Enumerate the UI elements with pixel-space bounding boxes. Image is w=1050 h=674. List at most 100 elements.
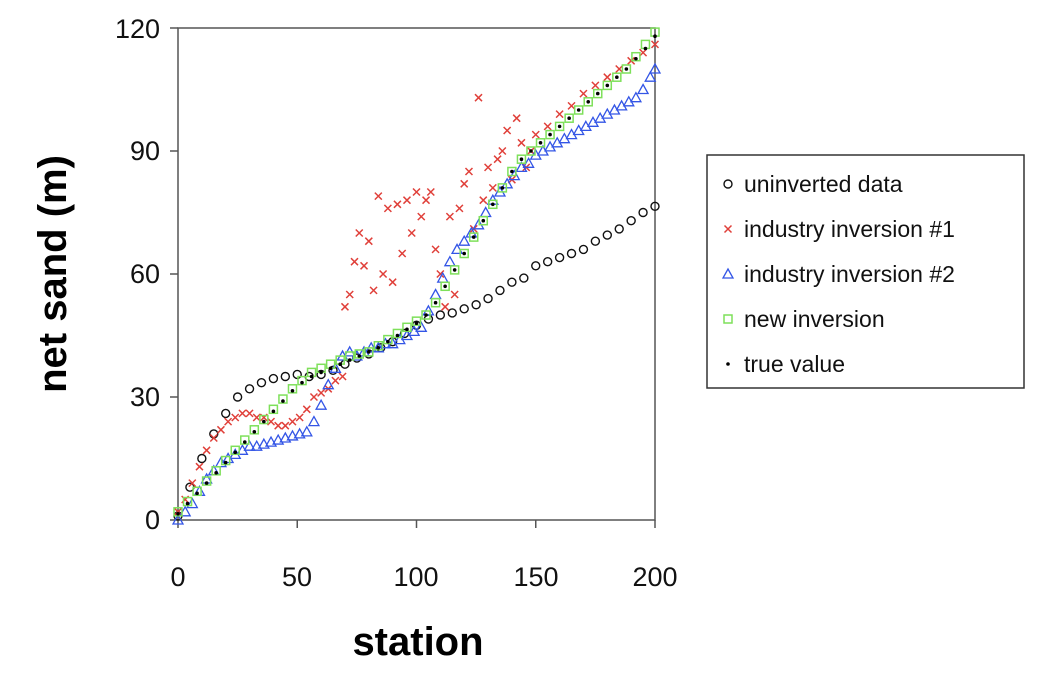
data-point bbox=[357, 354, 362, 358]
data-point bbox=[266, 417, 276, 426]
data-point bbox=[433, 300, 438, 305]
data-point bbox=[519, 273, 529, 283]
data-point bbox=[354, 349, 365, 359]
data-point bbox=[280, 371, 291, 382]
data-point bbox=[517, 138, 526, 147]
data-point bbox=[417, 212, 426, 221]
data-point bbox=[460, 179, 469, 188]
data-point bbox=[281, 399, 285, 403]
data-point bbox=[415, 320, 428, 332]
data-point bbox=[185, 501, 190, 506]
series-x-group bbox=[173, 40, 660, 516]
data-point bbox=[345, 290, 354, 299]
x-axis-title: station bbox=[352, 620, 483, 664]
data-point bbox=[462, 251, 467, 256]
data-point bbox=[242, 440, 247, 444]
data-point bbox=[510, 169, 514, 174]
data-point bbox=[402, 196, 411, 205]
data-point bbox=[238, 409, 247, 418]
data-point bbox=[209, 433, 218, 443]
data-point bbox=[307, 415, 321, 427]
data-point bbox=[398, 249, 407, 258]
data-point bbox=[411, 316, 422, 326]
data-point bbox=[393, 200, 402, 209]
data-point bbox=[252, 413, 261, 422]
y-tick-label: 120 bbox=[115, 14, 160, 44]
data-point bbox=[202, 446, 211, 455]
data-point bbox=[369, 286, 378, 295]
data-point bbox=[350, 257, 359, 266]
data-point bbox=[171, 513, 185, 525]
data-point bbox=[319, 370, 323, 375]
data-point bbox=[449, 265, 460, 275]
data-point bbox=[483, 293, 493, 304]
data-point bbox=[262, 419, 266, 424]
data-point bbox=[359, 261, 369, 270]
data-point bbox=[531, 130, 540, 139]
data-point bbox=[576, 108, 581, 112]
data-point bbox=[578, 244, 589, 255]
data-point bbox=[435, 310, 446, 320]
y-axis-title: net sand (m) bbox=[31, 155, 75, 393]
data-point bbox=[542, 257, 553, 267]
legend-symbol-square bbox=[723, 314, 733, 324]
x-tick-label: 0 bbox=[170, 562, 185, 592]
x-tick-label: 150 bbox=[513, 562, 558, 592]
data-point bbox=[414, 321, 419, 326]
data-point bbox=[309, 392, 318, 402]
data-point bbox=[192, 486, 202, 497]
data-point bbox=[566, 248, 577, 259]
data-point bbox=[186, 497, 199, 509]
data-point bbox=[557, 124, 562, 129]
data-point bbox=[220, 408, 231, 419]
data-point bbox=[293, 427, 306, 439]
data-point bbox=[188, 479, 197, 488]
data-point bbox=[548, 132, 552, 137]
data-point bbox=[554, 252, 565, 263]
legend-symbol-x bbox=[723, 224, 733, 234]
data-point bbox=[367, 350, 371, 354]
data-point bbox=[529, 149, 533, 153]
y-tick-label: 30 bbox=[130, 382, 160, 412]
data-point bbox=[488, 199, 498, 210]
data-point bbox=[650, 40, 660, 49]
data-point bbox=[591, 81, 600, 90]
data-point bbox=[554, 121, 565, 132]
y-tick-label: 90 bbox=[130, 136, 160, 166]
data-point bbox=[478, 215, 489, 226]
data-point bbox=[653, 34, 657, 38]
data-point bbox=[309, 374, 314, 379]
data-point bbox=[491, 202, 495, 207]
data-point bbox=[376, 346, 381, 350]
data-point bbox=[402, 322, 412, 333]
data-point bbox=[340, 302, 349, 311]
data-point bbox=[459, 304, 469, 314]
data-point bbox=[507, 166, 517, 177]
data-point bbox=[195, 462, 204, 471]
legend-symbol-triangle bbox=[721, 267, 735, 279]
data-point bbox=[243, 439, 256, 451]
data-point bbox=[644, 70, 657, 82]
x-axis: 0 50 100 150 200 bbox=[170, 562, 677, 592]
series-square-group bbox=[173, 27, 660, 517]
data-point bbox=[567, 116, 571, 120]
data-point bbox=[405, 327, 409, 332]
data-point bbox=[197, 453, 207, 464]
data-point bbox=[249, 425, 260, 435]
data-point bbox=[300, 425, 313, 437]
data-point bbox=[272, 433, 285, 445]
data-point bbox=[259, 414, 269, 425]
data-point bbox=[471, 300, 481, 310]
data-point bbox=[338, 372, 347, 381]
data-point bbox=[204, 481, 209, 485]
data-point bbox=[643, 46, 648, 51]
data-point bbox=[176, 512, 180, 516]
data-point bbox=[573, 105, 584, 115]
data-point bbox=[612, 72, 622, 82]
data-point bbox=[638, 207, 648, 218]
data-point bbox=[373, 341, 384, 351]
data-point bbox=[317, 388, 326, 397]
data-point bbox=[603, 73, 612, 82]
data-point bbox=[182, 496, 193, 507]
data-point bbox=[555, 110, 564, 119]
